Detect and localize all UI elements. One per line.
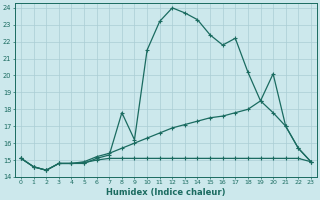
X-axis label: Humidex (Indice chaleur): Humidex (Indice chaleur) <box>106 188 226 197</box>
